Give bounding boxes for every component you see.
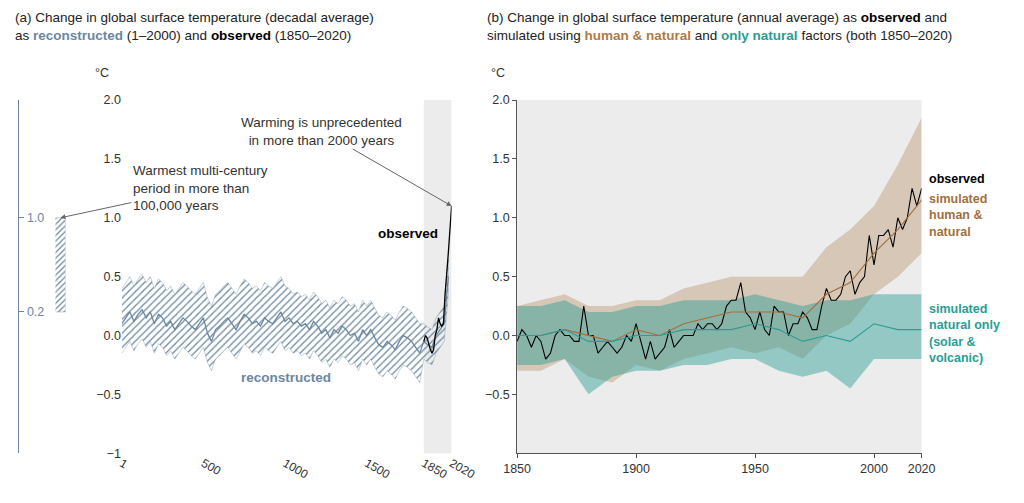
svg-text:1.0: 1.0	[27, 211, 44, 225]
svg-text:reconstructed: reconstructed	[241, 370, 331, 385]
svg-text:1.5: 1.5	[492, 152, 509, 166]
svg-text:−1: −1	[107, 447, 121, 461]
svg-text:°C: °C	[491, 66, 505, 80]
svg-text:1850: 1850	[419, 456, 449, 482]
svg-text:simulatedhuman &natural: simulatedhuman &natural	[929, 192, 987, 239]
svg-text:−0.5: −0.5	[96, 388, 121, 402]
svg-text:2020: 2020	[908, 462, 936, 476]
svg-text:0.2: 0.2	[27, 305, 44, 319]
svg-text:(b) Change in global surface t: (b) Change in global surface temperature…	[487, 10, 952, 43]
svg-text:2.0: 2.0	[103, 93, 120, 107]
svg-text:1850: 1850	[503, 462, 531, 476]
svg-text:0.0: 0.0	[492, 329, 509, 343]
svg-text:1: 1	[117, 456, 130, 472]
svg-text:0.0: 0.0	[103, 329, 120, 343]
svg-text:(a) Change in global surface t: (a) Change in global surface temperature…	[15, 10, 374, 43]
svg-text:2000: 2000	[860, 462, 888, 476]
svg-text:1.5: 1.5	[103, 152, 120, 166]
svg-text:1900: 1900	[622, 462, 650, 476]
svg-text:1000: 1000	[281, 456, 311, 482]
svg-text:1500: 1500	[362, 456, 392, 482]
svg-text:observed: observed	[378, 226, 438, 241]
svg-text:simulatednatural only(solar &v: simulatednatural only(solar &volcanic)	[929, 302, 1000, 365]
svg-text:2.0: 2.0	[492, 93, 509, 107]
svg-text:1.0: 1.0	[492, 211, 509, 225]
svg-text:−0.5: −0.5	[485, 388, 510, 402]
svg-text:1950: 1950	[741, 462, 769, 476]
svg-text:0.5: 0.5	[492, 270, 509, 284]
svg-text:°C: °C	[95, 66, 109, 80]
svg-text:500: 500	[199, 456, 224, 478]
svg-text:Warmest multi-centuryperiod in: Warmest multi-centuryperiod in more than…	[133, 163, 268, 213]
svg-text:Warming is unprecedentedin mor: Warming is unprecedentedin more than 200…	[241, 115, 402, 148]
svg-text:0.5: 0.5	[103, 270, 120, 284]
svg-text:2020: 2020	[447, 456, 477, 482]
svg-text:1.0: 1.0	[103, 211, 120, 225]
svg-text:observed: observed	[929, 172, 985, 186]
